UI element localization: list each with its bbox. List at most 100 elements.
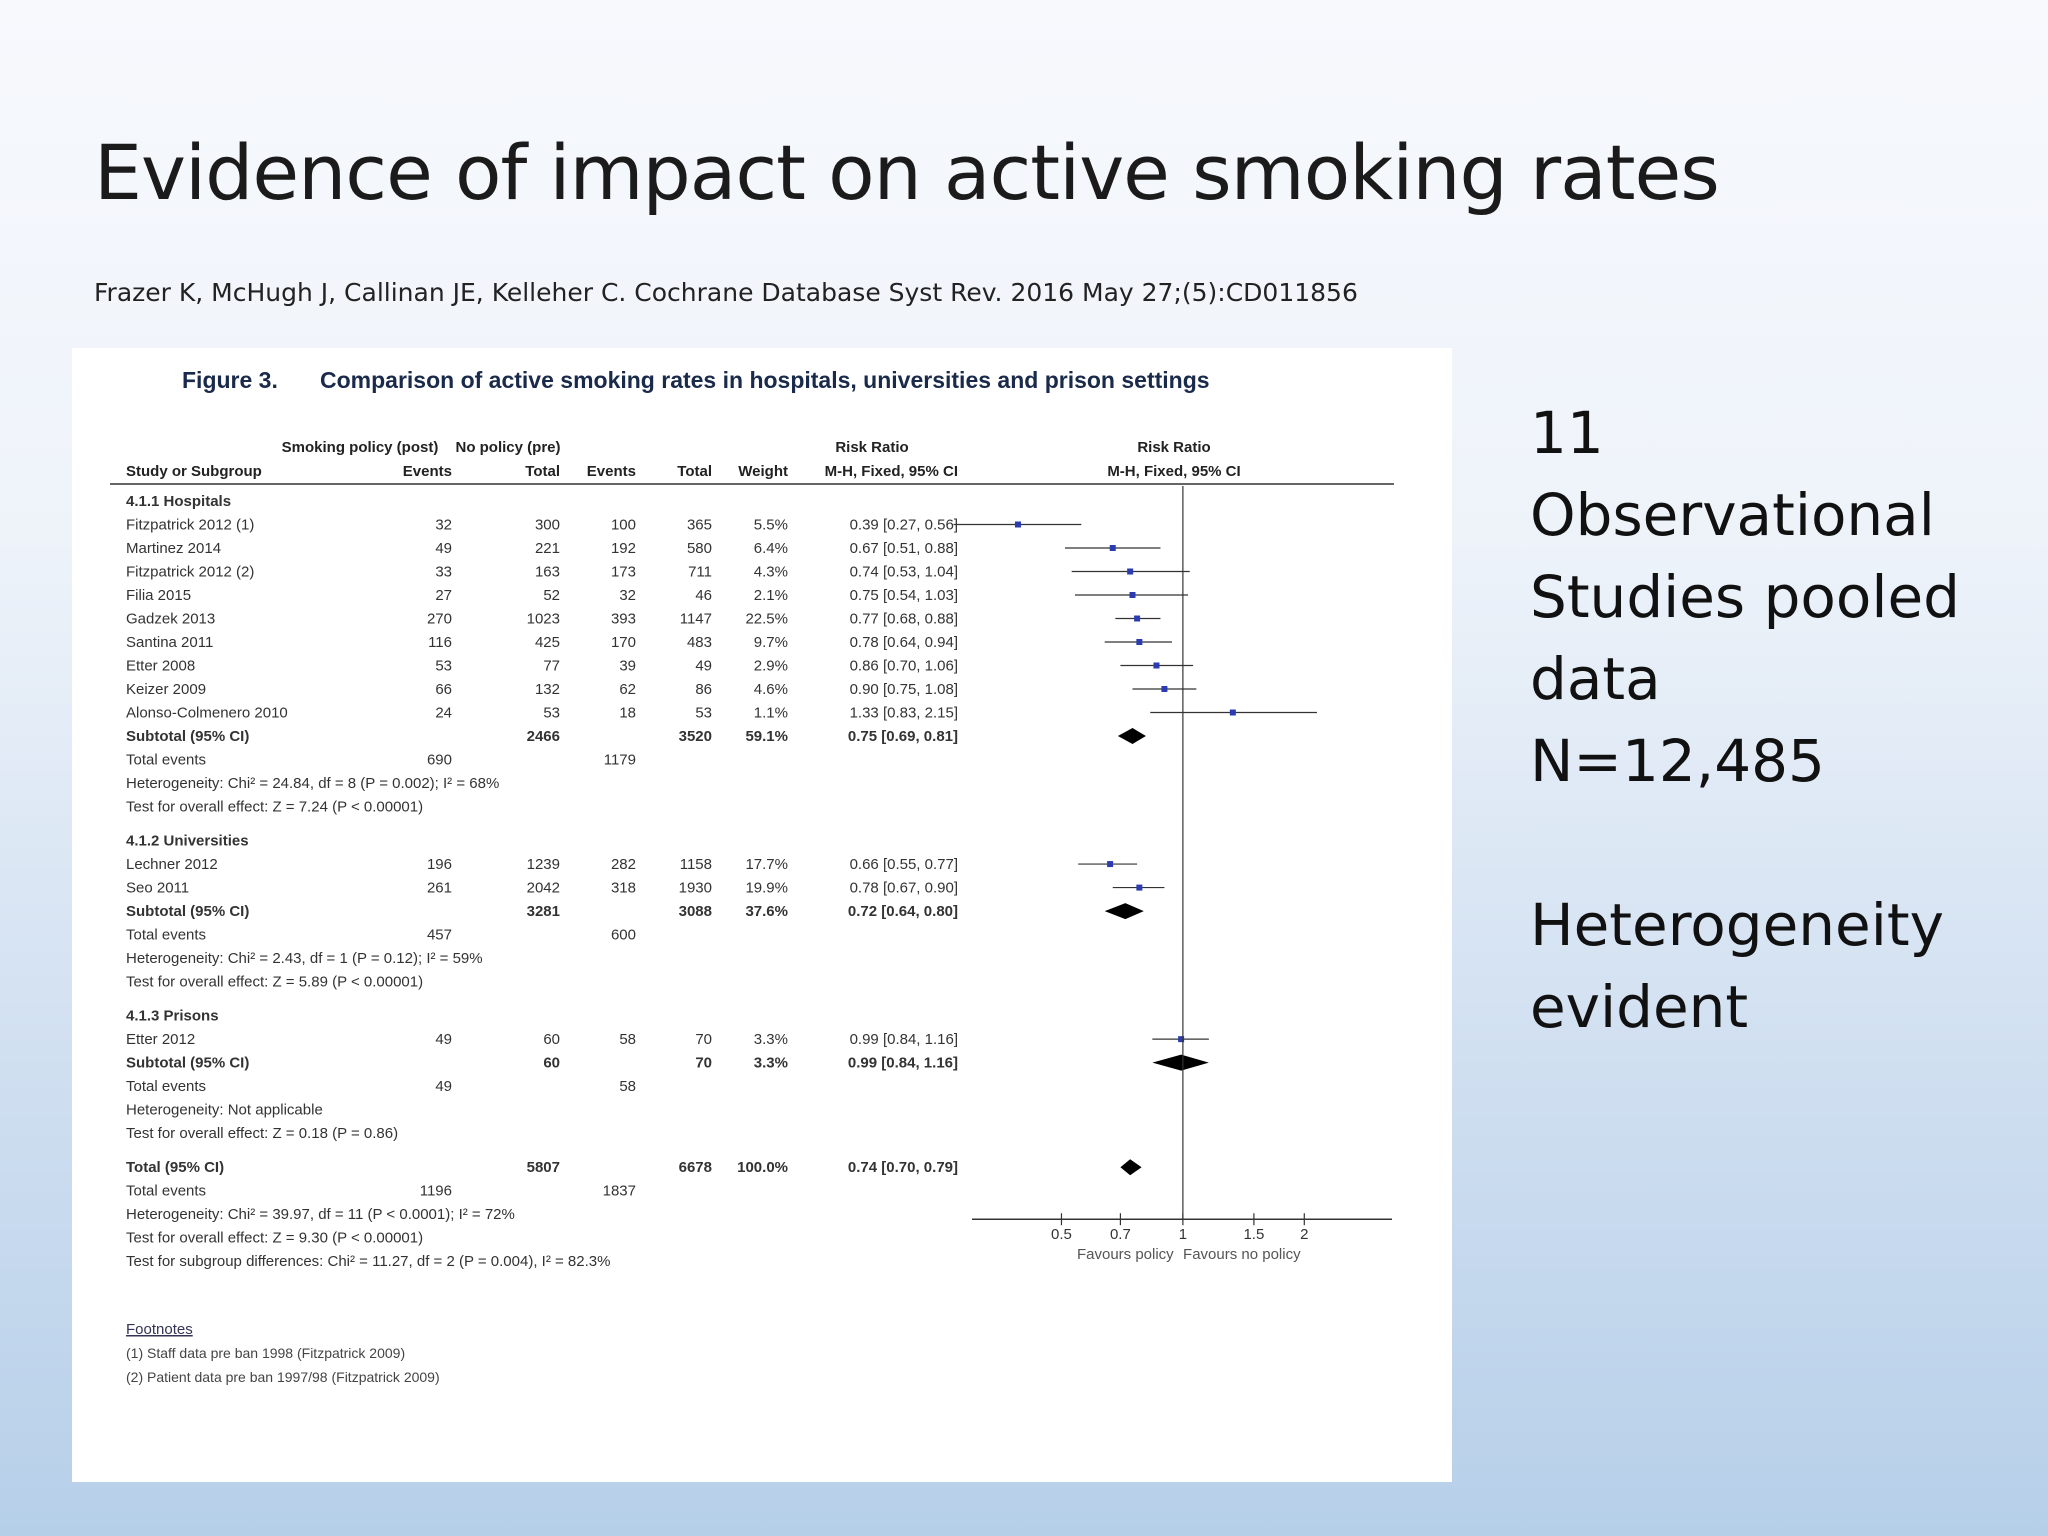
figure-caption: Comparison of active smoking rates in ho… [320,367,1210,393]
study-name: Seo 2011 [126,880,189,897]
total-pre: 70 [695,1031,712,1048]
events-pre: 192 [611,540,636,557]
weight: 17.7% [745,856,788,873]
study-point [1229,709,1236,716]
events-post: 196 [427,856,452,873]
total-events-label: Total events [126,927,206,944]
study-name: Etter 2008 [126,658,195,675]
subtotal-weight: 37.6% [745,903,788,920]
total-pre: 49 [695,658,712,675]
note-line: N=12,485 [1530,727,1825,795]
events-pre: 39 [619,658,636,675]
total-events-post: 457 [427,927,452,944]
citation: Frazer K, McHugh J, Callinan JE, Kellehe… [94,278,1358,307]
total-post: 2042 [527,880,560,897]
subtotal-label: Subtotal (95% CI) [126,728,249,745]
note-line: data [1530,645,1661,713]
study-point [1014,521,1021,528]
total-post: 132 [535,681,560,698]
events-pre: 58 [619,1031,636,1048]
x-axis-tick-label: 0.7 [1110,1226,1131,1243]
subtotal-diamond [1117,728,1146,744]
study-name: Etter 2012 [126,1031,195,1048]
heterogeneity-text: Heterogeneity: Not applicable [126,1102,323,1119]
total-pre: 580 [687,540,712,557]
footnote-1: (1) Staff data pre ban 1998 (Fitzpatrick… [126,1345,405,1361]
subtotal-total-pre: 70 [695,1055,712,1072]
total-events-post: 690 [427,752,452,769]
risk-ratio-ci: 0.74 [0.53, 1.04] [850,564,958,581]
note-line: 11 [1530,399,1604,467]
x-axis-tick-label: 2 [1300,1226,1308,1243]
events-pre: 62 [619,681,636,698]
total-events-pre: 1179 [604,752,636,769]
total-post: 77 [543,658,560,675]
total-post: 300 [535,517,560,534]
events-post: 32 [435,517,452,534]
events-pre: 318 [611,880,636,897]
events-post: 33 [435,564,452,581]
events-pre: 100 [611,517,636,534]
subtotal-total-pre: 3520 [679,728,712,745]
events-pre: 173 [611,564,636,581]
overall-effect-text: Test for overall effect: Z = 0.18 (P = 0… [126,1125,398,1142]
favours-left-label: Favours policy [1077,1246,1174,1263]
heterogeneity-text: Heterogeneity: Chi² = 2.43, df = 1 (P = … [126,950,483,967]
risk-ratio-ci: 1.33 [0.83, 2.15] [850,705,958,722]
risk-ratio-ci: 0.99 [0.84, 1.16] [850,1031,958,1048]
study-point [1127,568,1134,575]
total-post: 1023 [527,611,560,628]
risk-ratio-ci: 0.75 [0.54, 1.03] [850,587,958,604]
weight: 4.6% [754,681,788,698]
weight: 19.9% [745,880,788,897]
risk-ratio-ci: 0.77 [0.68, 0.88] [850,611,958,628]
study-point [1136,884,1143,891]
total-total-pre: 6678 [679,1159,712,1176]
header-group-post: Smoking policy (post) [282,439,439,456]
subtotal-label: Subtotal (95% CI) [126,1055,249,1072]
events-post: 116 [428,634,452,651]
total-pre: 483 [687,634,712,651]
study-point [1178,1036,1185,1043]
subtotal-total-post: 60 [543,1055,560,1072]
study-point [1129,592,1136,598]
study-name: Filia 2015 [126,587,191,604]
header-total-pre: Total [677,463,712,480]
study-name: Santina 2011 [126,634,213,651]
total-events-post: 1196 [420,1183,452,1200]
x-axis-tick-label: 0.5 [1051,1226,1072,1243]
total-weight: 100.0% [737,1159,788,1176]
header-events-pre: Events [587,463,636,480]
footnotes-label: Footnotes [126,1321,193,1338]
study-name: Gadzek 2013 [126,611,215,628]
events-post: 49 [435,540,452,557]
forest-plot-area: 0.5 0.7 1 1.5 2 Favours policy Favours no poli… [953,486,1392,1263]
weight: 5.5% [754,517,788,534]
x-axis-tick-label: 1.5 [1243,1226,1264,1243]
forest-rows: 4.1.1 Hospitals Fitzpatrick 2012 (1) 32 300… [126,493,958,1270]
risk-ratio-ci: 0.78 [0.67, 0.90] [850,880,958,897]
total-pre: 1147 [680,611,712,628]
risk-ratio-ci: 0.67 [0.51, 0.88] [850,540,958,557]
overall-effect-text: Test for overall effect: Z = 9.30 (P < 0… [126,1230,423,1247]
events-post: 24 [435,705,452,722]
subgroup-heading: 4.1.1 Hospitals [126,493,231,510]
total-post: 221 [535,540,560,557]
study-name: Alonso-Colmenero 2010 [126,705,288,722]
events-pre: 393 [611,611,636,628]
total-post: 163 [535,564,560,581]
header-group-pre: No policy (pre) [455,439,560,456]
total-events-post: 49 [435,1078,452,1095]
note-line: Studies pooled [1530,563,1960,631]
total-pre: 1930 [679,880,712,897]
subgroup-heading: 4.1.2 Universities [126,833,249,850]
overall-effect-text: Test for overall effect: Z = 5.89 (P < 0… [126,974,423,991]
header-risk-ratio: Risk Ratio [835,439,908,456]
weight: 22.5% [745,611,788,628]
header-method: M-H, Fixed, 95% CI [825,463,958,480]
subtotal-ci: 0.72 [0.64, 0.80] [848,903,958,920]
subtotal-total-post: 2466 [527,728,560,745]
risk-ratio-ci: 0.90 [0.75, 1.08] [850,681,958,698]
total-pre: 53 [695,705,712,722]
total-post: 60 [543,1031,560,1048]
